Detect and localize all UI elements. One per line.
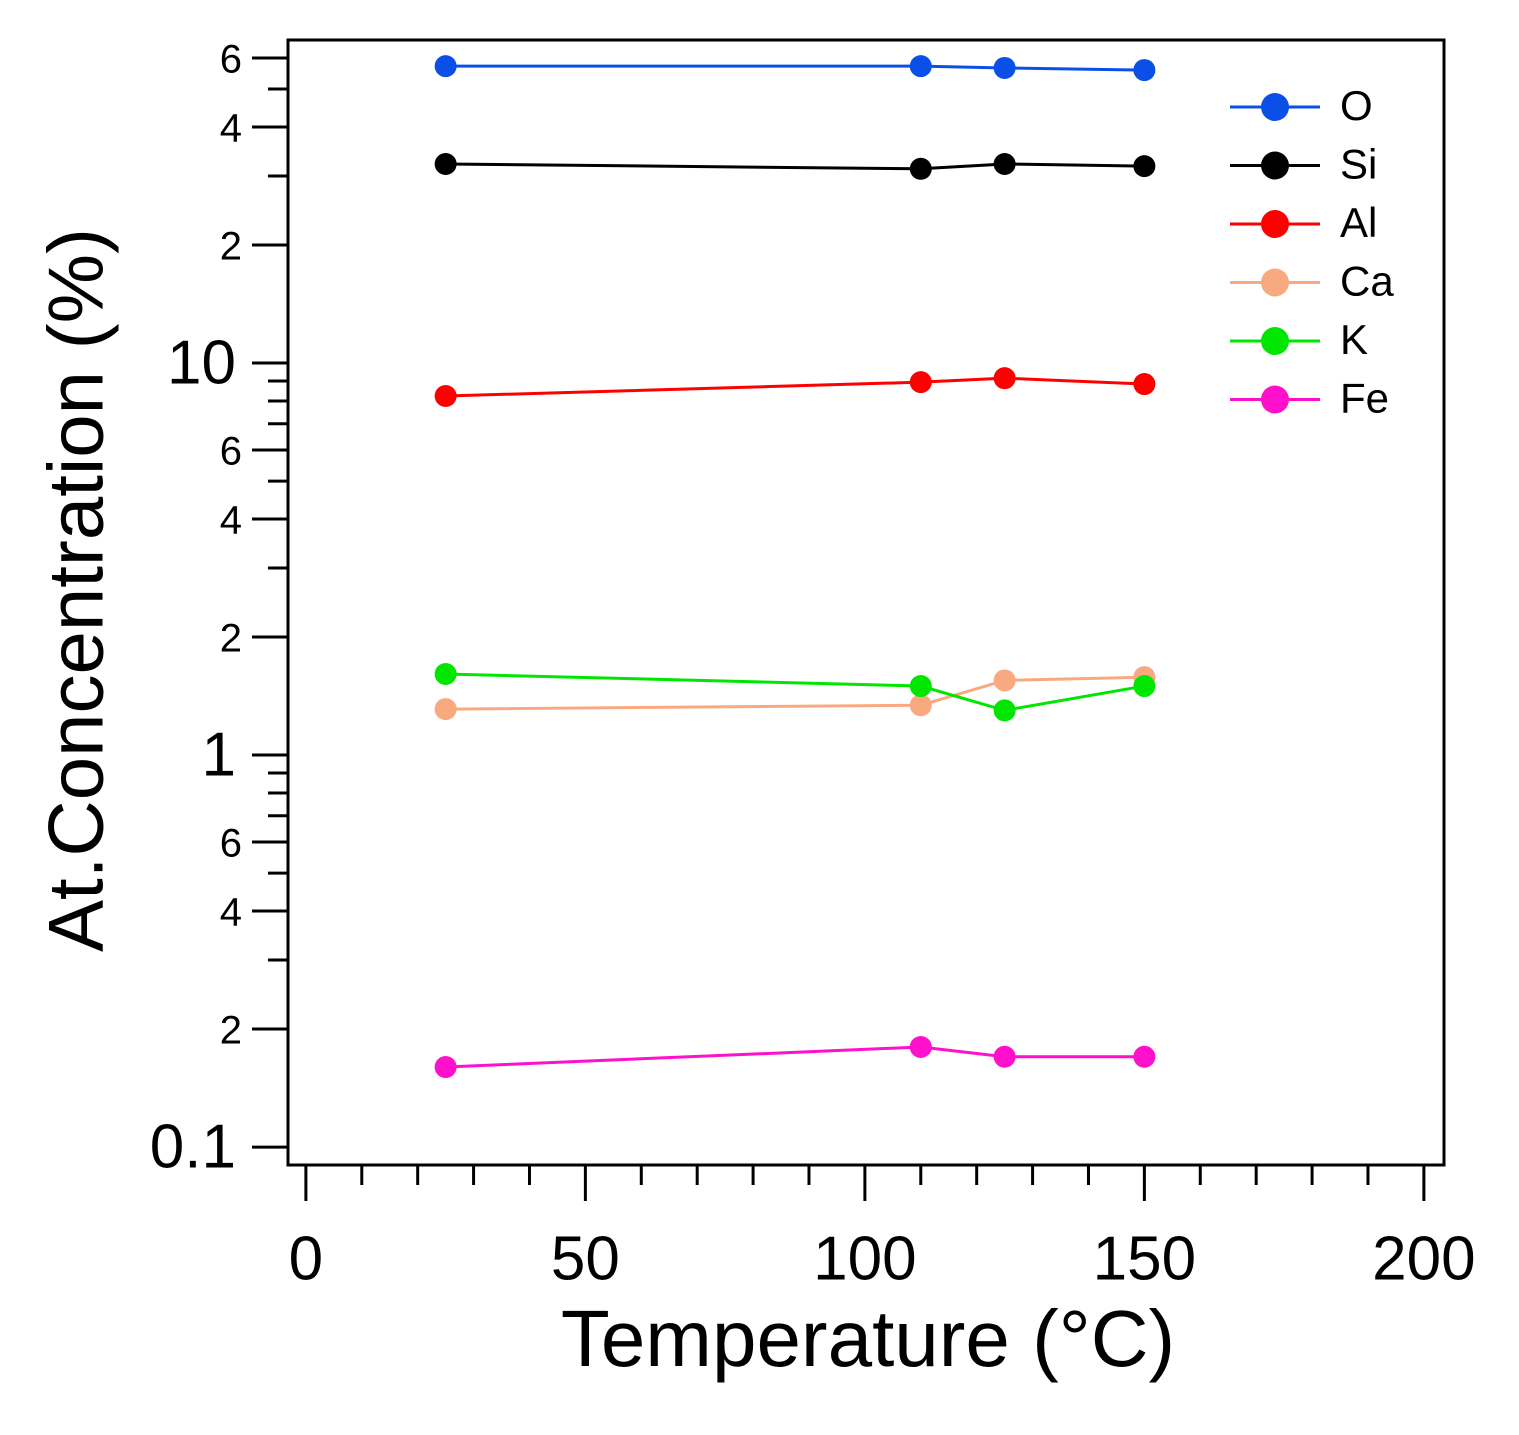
series-line xyxy=(445,64,1145,72)
data-point xyxy=(1133,1045,1156,1068)
legend-label: O xyxy=(1340,82,1373,129)
y-tick-label: 2 xyxy=(220,1009,242,1053)
data-point xyxy=(993,56,1016,79)
y-tick-label: 6 xyxy=(220,822,242,866)
data-point xyxy=(909,694,932,717)
legend-label: Al xyxy=(1340,199,1377,246)
data-point xyxy=(993,1045,1016,1068)
x-tick-label: 200 xyxy=(1372,1224,1475,1293)
legend-marker xyxy=(1261,385,1289,414)
data-point xyxy=(993,699,1016,722)
series-line xyxy=(445,376,1145,398)
x-tick-label: 50 xyxy=(551,1224,620,1293)
x-tick-label: 100 xyxy=(813,1224,916,1293)
data-point xyxy=(993,152,1016,175)
y-tick-label: 4 xyxy=(220,107,242,151)
legend-label: Si xyxy=(1340,141,1377,188)
y-axis-label: At.Concentration (%) xyxy=(32,228,120,952)
y-tick-label: 0.1 xyxy=(150,1112,236,1181)
data-point xyxy=(1133,155,1156,178)
data-point xyxy=(434,662,457,685)
data-point xyxy=(434,152,457,175)
data-point xyxy=(434,385,457,408)
data-point xyxy=(434,698,457,721)
plot-frame xyxy=(286,38,1446,1167)
legend-marker xyxy=(1261,268,1289,297)
legend-marker xyxy=(1261,93,1289,121)
y-tick-label: 4 xyxy=(220,499,242,543)
series-line xyxy=(445,162,1145,171)
legend-label: K xyxy=(1340,316,1368,363)
data-point xyxy=(434,55,457,78)
series-line xyxy=(445,1045,1145,1069)
data-point xyxy=(993,669,1016,692)
data-point xyxy=(1133,373,1156,396)
y-tick-label: 2 xyxy=(220,225,242,269)
data-point xyxy=(1133,675,1156,698)
y-tick-label: 6 xyxy=(220,430,242,474)
data-point xyxy=(909,55,932,78)
data-point xyxy=(434,1056,457,1079)
y-tick-label: 10 xyxy=(167,328,236,397)
series-line xyxy=(445,672,1145,712)
data-point xyxy=(993,367,1016,390)
y-tick-label: 4 xyxy=(220,891,242,935)
y-tick-label: 1 xyxy=(202,720,236,789)
data-point xyxy=(909,371,932,394)
data-point xyxy=(909,157,932,180)
legend-marker xyxy=(1261,327,1289,355)
data-point xyxy=(1133,59,1156,82)
legend-marker xyxy=(1261,210,1289,238)
data-point xyxy=(909,1035,932,1058)
series-line xyxy=(445,675,1145,711)
data-point xyxy=(909,675,932,698)
y-tick-label: 2 xyxy=(220,617,242,661)
y-tick-label: 6 xyxy=(220,38,242,82)
legend-label: Fe xyxy=(1340,375,1389,422)
legend-label: Ca xyxy=(1340,258,1394,305)
x-tick-label: 0 xyxy=(289,1224,323,1293)
legend-marker xyxy=(1261,151,1289,180)
x-axis-label: Temperature (°C) xyxy=(561,1294,1175,1383)
x-tick-label: 150 xyxy=(1093,1224,1196,1293)
